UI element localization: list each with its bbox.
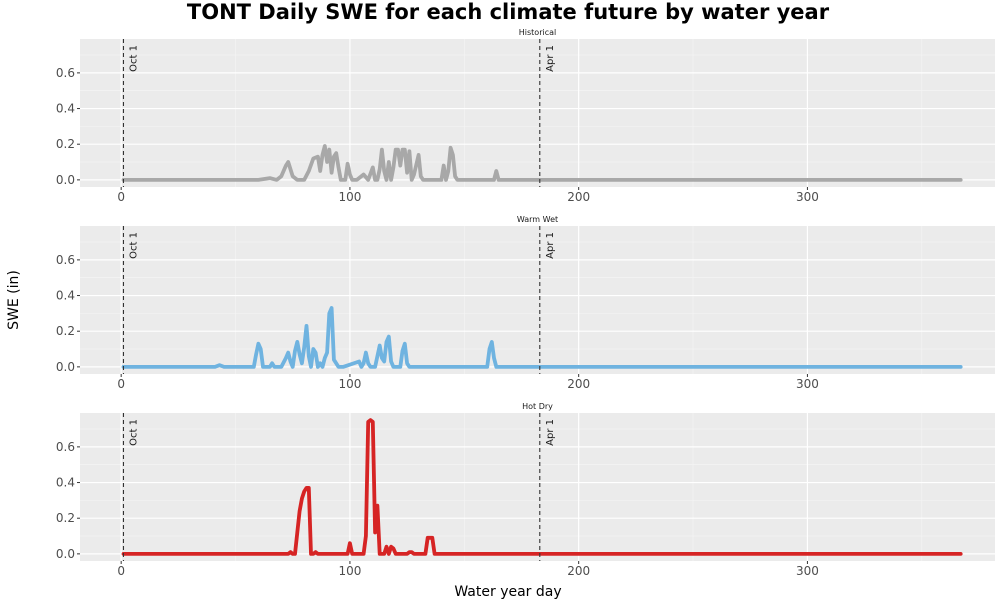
y-tick-label: 0.2 [56, 137, 75, 151]
facet-hot-dry: Hot Dry 0.0 0.2 0.4 0.6 0 100 200 300 Oct 1 Apr 1 [56, 402, 995, 578]
panel-background [80, 226, 995, 374]
y-tick-label: 0.6 [56, 253, 75, 267]
x-tick-label: 0 [117, 190, 125, 204]
reference-line-label: Apr 1 [545, 419, 556, 446]
reference-line-label: Oct 1 [128, 45, 139, 72]
chart-title: TONT Daily SWE for each climate future b… [187, 0, 830, 24]
panel-background [80, 39, 995, 187]
reference-line-label: Oct 1 [128, 232, 139, 259]
x-tick-label: 0 [117, 564, 125, 578]
y-axis-title: SWE (in) [6, 270, 22, 330]
y-tick-label: 0.4 [56, 102, 75, 116]
x-tick-label: 200 [567, 564, 590, 578]
x-tick-label: 300 [796, 377, 819, 391]
swe-series-line [121, 418, 963, 556]
y-tick-label: 0.4 [56, 289, 75, 303]
x-tick-label: 0 [117, 377, 125, 391]
y-tick-label: 0.6 [56, 440, 75, 454]
x-tick-label: 100 [338, 564, 361, 578]
swe-series-line [121, 144, 963, 182]
x-tick-label: 100 [338, 190, 361, 204]
x-tick-label: 200 [567, 190, 590, 204]
facet-label: Warm Wet [517, 215, 558, 224]
x-tick-label: 300 [796, 564, 819, 578]
facet-panels: Historical 0.0 0.2 0.4 0.6 0 100 200 300 Oct 1 Apr… [56, 28, 995, 578]
x-tick-label: 300 [796, 190, 819, 204]
x-tick-label: 200 [567, 377, 590, 391]
y-tick-label: 0.2 [56, 324, 75, 338]
x-tick-label: 100 [338, 377, 361, 391]
facet-warm-wet: Warm Wet 0.0 0.2 0.4 0.6 0 100 200 300 Oct 1 Apr 1 [56, 215, 995, 391]
swe-series-line [121, 306, 963, 369]
y-tick-label: 0.0 [56, 547, 75, 561]
x-axis-title: Water year day [454, 584, 561, 600]
panel-background [80, 413, 995, 561]
facet-historical: Historical 0.0 0.2 0.4 0.6 0 100 200 300 Oct 1 Apr… [56, 28, 995, 204]
reference-line-label: Apr 1 [545, 45, 556, 72]
y-tick-label: 0.0 [56, 360, 75, 374]
y-tick-label: 0.4 [56, 476, 75, 490]
reference-line-label: Oct 1 [128, 419, 139, 446]
facet-label: Historical [519, 28, 556, 37]
y-tick-label: 0.0 [56, 173, 75, 187]
y-tick-label: 0.6 [56, 66, 75, 80]
facet-label: Hot Dry [522, 402, 553, 411]
reference-line-label: Apr 1 [545, 232, 556, 259]
y-tick-label: 0.2 [56, 511, 75, 525]
